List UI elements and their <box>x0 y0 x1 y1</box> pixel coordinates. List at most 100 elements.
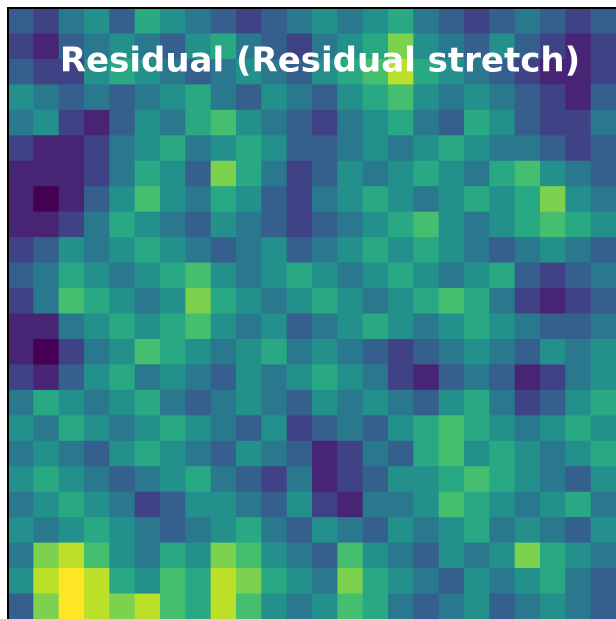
heatmap-cell <box>135 314 161 340</box>
heatmap-cell <box>337 339 363 365</box>
heatmap-cell <box>261 543 287 569</box>
heatmap-cell <box>8 84 34 110</box>
heatmap-cell <box>591 466 616 492</box>
heatmap-cell <box>515 415 541 441</box>
heatmap-cell <box>489 466 515 492</box>
heatmap-cell <box>135 441 161 467</box>
heatmap-cell <box>59 441 85 467</box>
heatmap-cell <box>337 314 363 340</box>
heatmap-cell <box>312 314 338 340</box>
heatmap-cell <box>464 314 490 340</box>
heatmap-cell <box>312 415 338 441</box>
heatmap-cell <box>388 492 414 518</box>
heatmap-cell <box>565 212 591 238</box>
heatmap-cell <box>489 8 515 34</box>
heatmap-cell <box>160 568 186 594</box>
heatmap-cell <box>236 186 262 212</box>
heatmap-cell <box>287 339 313 365</box>
heatmap-cell <box>591 415 616 441</box>
heatmap-cell <box>211 568 237 594</box>
heatmap-cell <box>388 568 414 594</box>
heatmap-cell <box>540 110 566 136</box>
heatmap-cell <box>363 594 389 619</box>
heatmap-cell <box>439 237 465 263</box>
heatmap-cell <box>287 186 313 212</box>
heatmap-cell <box>33 237 59 263</box>
heatmap-cell <box>109 110 135 136</box>
heatmap-cell <box>59 186 85 212</box>
heatmap-cell <box>363 517 389 543</box>
heatmap-cell <box>464 517 490 543</box>
heatmap-cell <box>540 441 566 467</box>
heatmap-cell <box>540 135 566 161</box>
heatmap-cell <box>515 390 541 416</box>
heatmap-cell <box>160 390 186 416</box>
heatmap-cell <box>135 186 161 212</box>
heatmap-cell <box>413 161 439 187</box>
heatmap-cell <box>439 517 465 543</box>
heatmap-cell <box>591 517 616 543</box>
heatmap-cell <box>135 466 161 492</box>
heatmap-cell <box>236 517 262 543</box>
heatmap-cell <box>236 466 262 492</box>
heatmap-cell <box>261 110 287 136</box>
heatmap-cell <box>160 492 186 518</box>
heatmap-cell <box>591 543 616 569</box>
heatmap-cell <box>388 263 414 289</box>
heatmap-cell <box>337 517 363 543</box>
heatmap-cell <box>236 441 262 467</box>
heatmap-cell <box>211 84 237 110</box>
heatmap-cell <box>312 84 338 110</box>
heatmap-cell <box>287 237 313 263</box>
heatmap-cell <box>287 364 313 390</box>
heatmap-cell <box>515 543 541 569</box>
heatmap-cell <box>59 568 85 594</box>
heatmap-cell <box>185 339 211 365</box>
heatmap-cell <box>489 415 515 441</box>
heatmap-cell <box>211 339 237 365</box>
heatmap-cell <box>236 288 262 314</box>
heatmap-cell <box>8 186 34 212</box>
heatmap-cell <box>515 517 541 543</box>
heatmap-cell <box>363 288 389 314</box>
heatmap-cell <box>236 543 262 569</box>
heatmap-cell <box>515 237 541 263</box>
heatmap-cell <box>591 237 616 263</box>
heatmap-cell <box>59 543 85 569</box>
heatmap-cell <box>211 390 237 416</box>
heatmap-cell <box>185 517 211 543</box>
heatmap-cell <box>439 390 465 416</box>
heatmap <box>8 8 616 619</box>
heatmap-cell <box>565 339 591 365</box>
heatmap-cell <box>388 415 414 441</box>
heatmap-cell <box>211 237 237 263</box>
heatmap-cell <box>540 8 566 34</box>
heatmap-cell <box>312 288 338 314</box>
heatmap-cell <box>312 212 338 238</box>
heatmap-cell <box>84 288 110 314</box>
heatmap-cell <box>388 466 414 492</box>
heatmap-cell <box>287 110 313 136</box>
heatmap-cell <box>109 441 135 467</box>
heatmap-cell <box>185 492 211 518</box>
heatmap-cell <box>464 110 490 136</box>
heatmap-cell <box>135 543 161 569</box>
heatmap-cell <box>33 186 59 212</box>
heatmap-cell <box>413 390 439 416</box>
heatmap-cell <box>185 84 211 110</box>
heatmap-cell <box>337 594 363 619</box>
heatmap-cell <box>185 186 211 212</box>
heatmap-cell <box>59 135 85 161</box>
heatmap-cell <box>413 415 439 441</box>
heatmap-cell <box>8 212 34 238</box>
heatmap-cell <box>185 8 211 34</box>
heatmap-cell <box>565 135 591 161</box>
heatmap-cell <box>109 212 135 238</box>
heatmap-cell <box>489 441 515 467</box>
heatmap-cell <box>388 543 414 569</box>
heatmap-cell <box>84 212 110 238</box>
heatmap-cell <box>312 263 338 289</box>
heatmap-cell <box>8 466 34 492</box>
heatmap-cell <box>160 594 186 619</box>
heatmap-cell <box>413 594 439 619</box>
